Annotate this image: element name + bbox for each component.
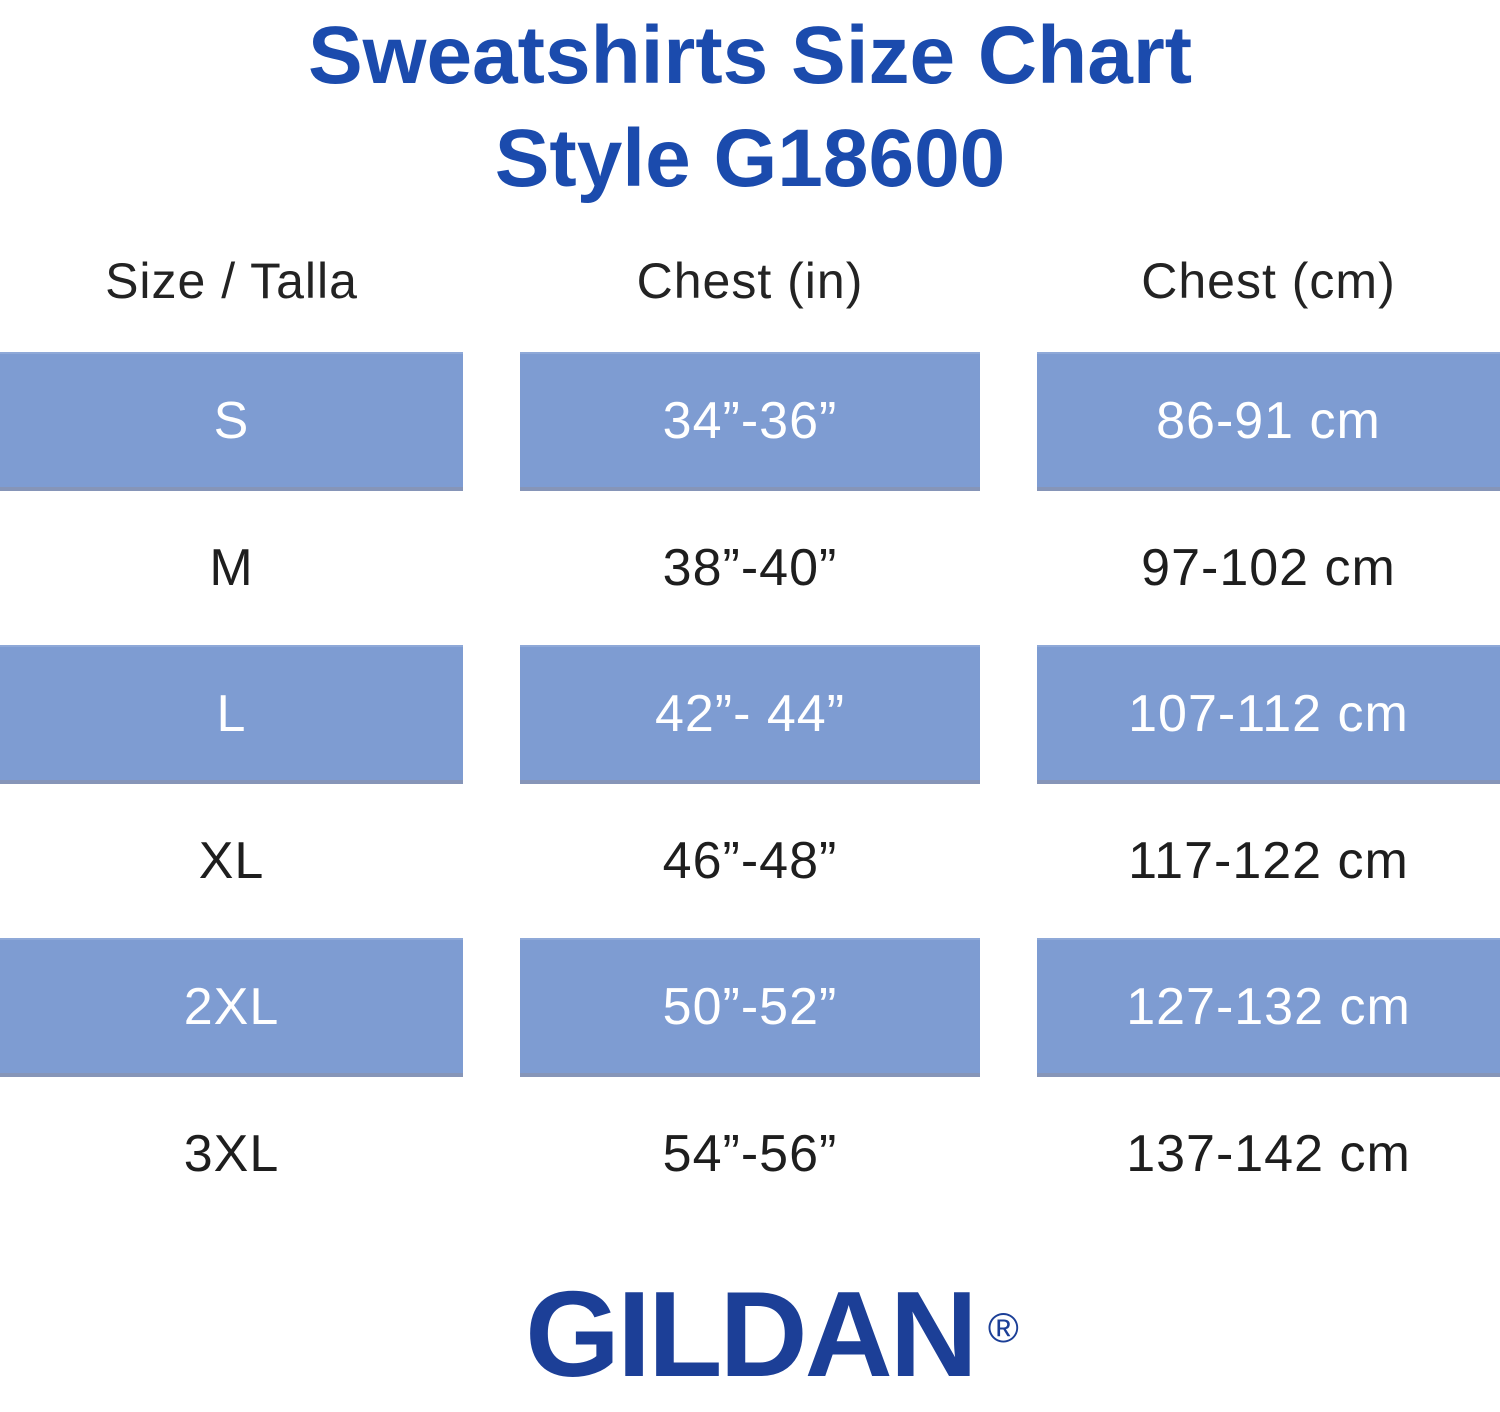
header-size-talla: Size / Talla [105, 253, 358, 309]
size-cell: 2XL [0, 938, 463, 1077]
brand-footer: GILDAN ® [0, 1273, 1500, 1395]
chest-in-cell: 46”-48” [662, 832, 838, 890]
chest-cm-cell: 86-91 cm [1037, 352, 1500, 491]
chest-cm-cell: 117-122 cm [1128, 832, 1409, 890]
chest-in-cell: 50”-52” [520, 938, 980, 1077]
table-header-row: Size / Talla Chest (in) Chest (cm) [0, 210, 1500, 352]
header-chest-cm: Chest (cm) [1141, 253, 1396, 309]
page-title-line-1: Sweatshirts Size Chart [307, 10, 1193, 101]
chest-cm-cell: 137-142 cm [1126, 1125, 1411, 1183]
header-chest-in: Chest (in) [636, 253, 864, 309]
page-title: Sweatshirts Size Chart Style G18600 [0, 0, 1500, 210]
size-cell: S [0, 352, 463, 491]
registered-trademark-icon: ® [987, 1304, 1019, 1351]
table-row-m: M 38”-40” 97-102 cm [0, 491, 1500, 645]
size-cell: L [0, 645, 463, 784]
gildan-logo: GILDAN ® [525, 1273, 1019, 1395]
chest-cm-cell: 107-112 cm [1037, 645, 1500, 784]
size-cell: 3XL [183, 1125, 280, 1183]
table-row-s: S 34”-36” 86-91 cm [0, 352, 1500, 491]
table-row-xl: XL 46”-48” 117-122 cm [0, 784, 1500, 938]
size-table: Size / Talla Chest (in) Chest (cm) S 34”… [0, 210, 1500, 1231]
gildan-logo-text: GILDAN [525, 1266, 978, 1402]
chest-in-cell: 54”-56” [662, 1125, 838, 1183]
page-title-line-2: Style G18600 [494, 113, 1006, 204]
chest-in-cell: 34”-36” [520, 352, 980, 491]
table-row-2xl: 2XL 50”-52” 127-132 cm [0, 938, 1500, 1077]
chest-in-cell: 42”- 44” [520, 645, 980, 784]
chest-cm-cell: 97-102 cm [1141, 539, 1396, 597]
table-row-3xl: 3XL 54”-56” 137-142 cm [0, 1077, 1500, 1231]
table-row-l: L 42”- 44” 107-112 cm [0, 645, 1500, 784]
size-cell: XL [198, 832, 265, 890]
size-cell: M [209, 539, 254, 597]
chest-cm-cell: 127-132 cm [1037, 938, 1500, 1077]
chest-in-cell: 38”-40” [662, 539, 838, 597]
